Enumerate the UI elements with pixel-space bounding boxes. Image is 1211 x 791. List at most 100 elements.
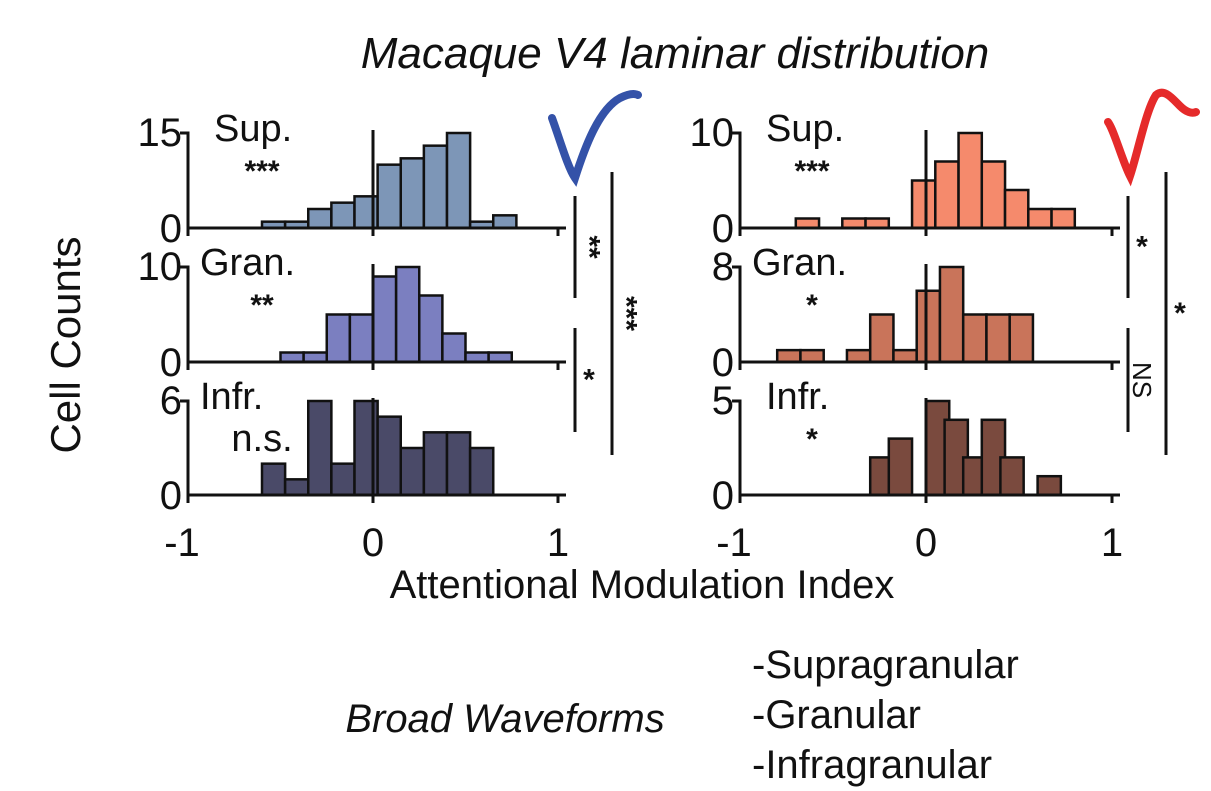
bracket-label: ** (573, 235, 606, 259)
significance-brackets: * NS * (1126, 172, 1186, 455)
histogram-0-0: 15 0 Sup. *** (138, 108, 566, 251)
broad-waveform-icon (548, 90, 642, 187)
y-tick-label-bottom: 0 (160, 341, 182, 385)
y-tick-label-bottom: 0 (160, 474, 182, 518)
y-tick-label-bottom: 0 (712, 207, 734, 251)
bar (1027, 207, 1053, 230)
x-tick-label: 1 (547, 521, 569, 565)
bar (376, 163, 402, 230)
bar (915, 289, 942, 364)
bar (892, 348, 918, 364)
bar (260, 462, 287, 497)
x-tick-label: 0 (915, 521, 937, 565)
bar (845, 348, 872, 364)
bar (799, 348, 825, 364)
y-tick-label-bottom: 0 (160, 207, 182, 251)
legend: Broad Waveforms -Supragranular -Granular… (345, 643, 1019, 787)
bar (938, 265, 965, 364)
layer-label: Gran. (200, 242, 295, 284)
bar (394, 265, 421, 364)
significance-brackets: ****** (573, 172, 643, 455)
y-tick-label-top: 10 (138, 245, 183, 289)
y-tick-label-top: 5 (712, 379, 734, 423)
axis (732, 265, 1120, 364)
bar (371, 275, 398, 364)
bar (422, 144, 449, 230)
axis (732, 131, 1120, 230)
x-axis-label: Attentional Modulation Index (390, 563, 895, 607)
bar (325, 313, 352, 364)
axis (180, 131, 566, 230)
significance-label: * (806, 423, 818, 456)
y-tick-label-bottom: 0 (712, 341, 734, 385)
y-tick-label-top: 15 (138, 111, 183, 155)
bar (887, 437, 914, 497)
bar (399, 446, 426, 497)
y-tick-label-top: 8 (712, 245, 734, 289)
bar (399, 157, 426, 230)
bar (307, 207, 333, 230)
bar (441, 332, 467, 364)
significance-label: ** (250, 289, 274, 322)
x-tick-labels: -1 0 1 (164, 521, 569, 565)
bar (348, 313, 375, 364)
bar (1003, 188, 1030, 230)
bracket-label: * (583, 364, 595, 397)
bar (1008, 313, 1035, 364)
bar (775, 348, 802, 364)
bracket-label: * (1174, 297, 1186, 330)
x-tick-labels: -1 0 1 (716, 521, 1123, 565)
bar (445, 131, 472, 230)
y-tick-label-top: 10 (690, 111, 735, 155)
layer-label: Sup. (214, 108, 292, 150)
legend-item-granular: -Granular (752, 693, 921, 737)
layer-label: Infr. (200, 376, 263, 418)
narrow-waveform-icon (1104, 88, 1200, 187)
significance-label: * (806, 289, 818, 322)
bar (376, 415, 402, 497)
bar (957, 131, 984, 230)
bar (307, 399, 333, 497)
x-tick-label: 0 (362, 521, 384, 565)
axis (732, 399, 1120, 497)
x-tick-label: -1 (164, 521, 200, 565)
bar (330, 462, 356, 497)
bar (961, 313, 988, 364)
layer-label: Gran. (752, 242, 847, 284)
y-tick-label-top: 6 (160, 379, 182, 423)
bracket-label: * (1136, 231, 1148, 264)
histogram-1-1: 8 0 Gran. * (712, 242, 1120, 385)
bar (445, 431, 472, 497)
histogram-0-2: 6 0 Infr.n.s. (160, 376, 566, 518)
figure-title: Macaque V4 laminar distribution (361, 29, 990, 78)
histogram-1-0: 10 0 Sup. *** (690, 108, 1120, 251)
bracket-label: NS (1127, 362, 1157, 398)
legend-item-infragranular: -Infragranular (752, 743, 992, 787)
axis (180, 399, 566, 497)
histogram-0-1: 10 0 Gran. ** (138, 242, 566, 385)
bar (934, 160, 960, 230)
histogram-1-2: 5 0 Infr. * (712, 376, 1120, 518)
significance-label: *** (794, 155, 829, 188)
bar (980, 160, 1007, 230)
y-tick-label-bottom: 0 (712, 474, 734, 518)
bracket-label: *** (610, 296, 643, 331)
bar (1050, 207, 1077, 230)
layer-label: Sup. (766, 108, 844, 150)
bar (330, 201, 356, 230)
bar (985, 313, 1011, 364)
x-tick-label: -1 (716, 521, 752, 565)
bar (868, 313, 895, 364)
axis (180, 265, 566, 364)
layer-label: Infr. (766, 376, 829, 418)
bar (283, 478, 310, 497)
bar (468, 446, 495, 497)
bar (418, 294, 444, 364)
bar (1036, 474, 1063, 497)
bar (999, 456, 1025, 497)
legend-title: Broad Waveforms (345, 697, 664, 741)
significance-label: *** (244, 155, 279, 188)
